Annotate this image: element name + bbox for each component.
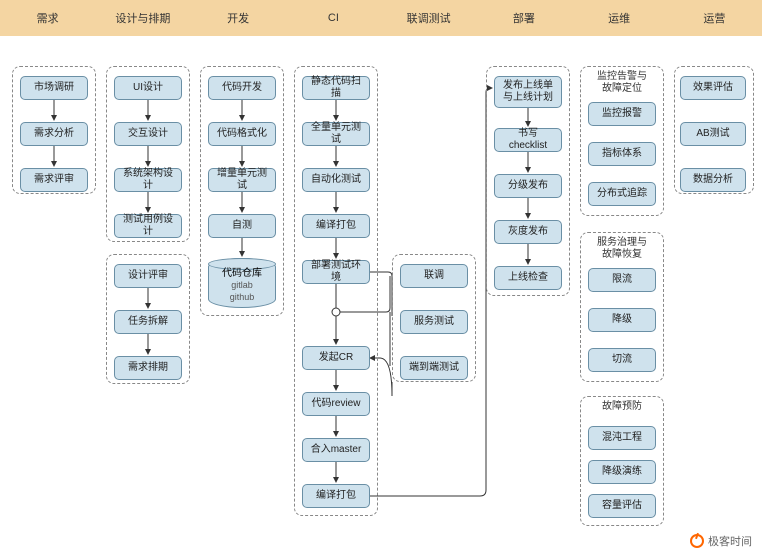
node-design-review: 设计评审 <box>114 264 182 288</box>
node-staged-release: 分级发布 <box>494 174 562 198</box>
node-write-checklist: 书写checklist <box>494 128 562 152</box>
node-release-plan: 发布上线单 与上线计划 <box>494 76 562 108</box>
node-alert: 监控报警 <box>588 102 656 126</box>
repo-title: 代码仓库 <box>213 267 271 280</box>
node-service-test: 服务测试 <box>400 310 468 334</box>
node-requirement-review: 需求评审 <box>20 168 88 192</box>
node-degrade: 降级 <box>588 308 656 332</box>
group-title-recover: 服务治理与 故障恢复 <box>581 233 663 263</box>
node-incremental-ut: 增量单元测试 <box>208 168 276 192</box>
node-build-2: 编译打包 <box>302 484 370 508</box>
node-requirement-schedule: 需求排期 <box>114 356 182 380</box>
watermark-text: 极客时间 <box>708 533 752 549</box>
node-ab-test: AB测试 <box>680 122 746 146</box>
node-self-test: 自测 <box>208 214 276 238</box>
node-data-analysis: 数据分析 <box>680 168 746 192</box>
node-chaos: 混沌工程 <box>588 426 656 450</box>
node-metrics: 指标体系 <box>588 142 656 166</box>
node-auto-test: 自动化测试 <box>302 168 370 192</box>
node-traffic-switch: 切流 <box>588 348 656 372</box>
node-code-repo: 代码仓库 gitlab github <box>208 258 276 308</box>
phase-requirement: 需求 <box>0 10 95 26</box>
node-full-ut: 全量单元测试 <box>302 122 370 146</box>
node-code-dev: 代码开发 <box>208 76 276 100</box>
phase-dev: 开发 <box>191 10 286 26</box>
node-online-check: 上线检查 <box>494 266 562 290</box>
phase-deploy: 部署 <box>476 10 571 26</box>
node-degrade-drill: 降级演练 <box>588 460 656 484</box>
node-effect-eval: 效果评估 <box>680 76 746 100</box>
node-gray-release: 灰度发布 <box>494 220 562 244</box>
phase-header: 需求 设计与排期 开发 CI 联调测试 部署 运维 运营 <box>0 0 762 36</box>
watermark-icon <box>690 534 704 548</box>
node-task-breakdown: 任务拆解 <box>114 310 182 334</box>
node-code-format: 代码格式化 <box>208 122 276 146</box>
node-market-research: 市场调研 <box>20 76 88 100</box>
phase-ci: CI <box>286 12 381 24</box>
node-code-review: 代码review <box>302 392 370 416</box>
flowchart-canvas: 市场调研 需求分析 需求评审 UI设计 交互设计 系统架构设计 测试用例设计 设… <box>0 36 762 555</box>
node-rate-limit: 限流 <box>588 268 656 292</box>
node-ui-design: UI设计 <box>114 76 182 100</box>
node-build-1: 编译打包 <box>302 214 370 238</box>
phase-integ: 联调测试 <box>381 10 476 26</box>
phase-ops: 运维 <box>572 10 667 26</box>
node-testcase-design: 测试用例设计 <box>114 214 182 238</box>
node-requirement-analysis: 需求分析 <box>20 122 88 146</box>
node-trace: 分布式追踪 <box>588 182 656 206</box>
node-merge-master: 合入master <box>302 438 370 462</box>
phase-biz: 运营 <box>667 10 762 26</box>
node-create-cr: 发起CR <box>302 346 370 370</box>
node-interaction-design: 交互设计 <box>114 122 182 146</box>
group-title-prevent: 故障预防 <box>581 397 663 415</box>
node-capacity: 容量评估 <box>588 494 656 518</box>
node-deploy-test-env: 部署测试环境 <box>302 260 370 284</box>
group-title-monitor: 监控告警与 故障定位 <box>581 67 663 97</box>
phase-design: 设计与排期 <box>95 10 190 26</box>
node-architecture-design: 系统架构设计 <box>114 168 182 192</box>
node-joint-debug: 联调 <box>400 264 468 288</box>
node-static-scan: 静态代码扫描 <box>302 76 370 100</box>
node-e2e-test: 端到端测试 <box>400 356 468 380</box>
watermark: 极客时间 <box>690 533 752 549</box>
repo-sub: gitlab github <box>213 280 271 303</box>
